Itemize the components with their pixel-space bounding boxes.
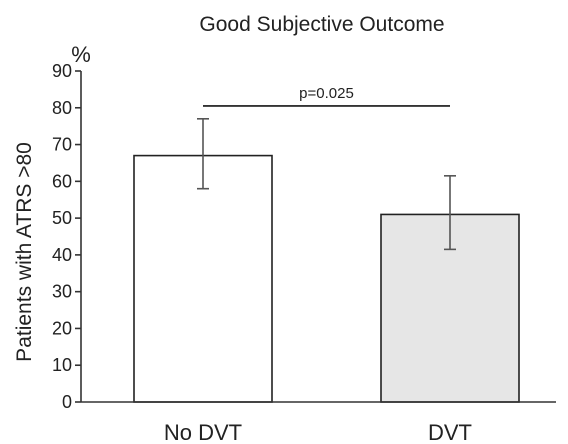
y-tick-label: 80 (52, 98, 72, 118)
y-tick-label: 70 (52, 135, 72, 155)
x-axis: No DVT DVT (81, 401, 556, 444)
y-tick-label: 60 (52, 171, 72, 191)
error-bar (444, 175, 456, 251)
error-bars (197, 118, 456, 251)
y-tick-label: 0 (62, 392, 72, 412)
error-bar (197, 118, 209, 190)
x-category-label: DVT (428, 420, 472, 444)
y-tick-label: 10 (52, 355, 72, 375)
y-tick-label: 50 (52, 208, 72, 228)
p-value-label: p=0.025 (299, 85, 354, 102)
significance-annotation: p=0.025 (203, 85, 450, 107)
y-tick-label: 90 (52, 61, 72, 81)
y-axis: 0 10 20 30 40 50 60 70 80 90 (52, 61, 82, 412)
y-axis-unit: % (71, 42, 91, 67)
bar-no-dvt (133, 154, 273, 403)
x-category-label: No DVT (164, 420, 242, 444)
y-tick-label: 30 (52, 282, 72, 302)
bars (133, 154, 520, 403)
y-axis-label: Patients with ATRS >80 (13, 142, 36, 362)
y-tick-label: 40 (52, 245, 72, 265)
y-tick-label: 20 (52, 318, 72, 338)
chart-title: Good Subjective Outcome (199, 13, 444, 36)
